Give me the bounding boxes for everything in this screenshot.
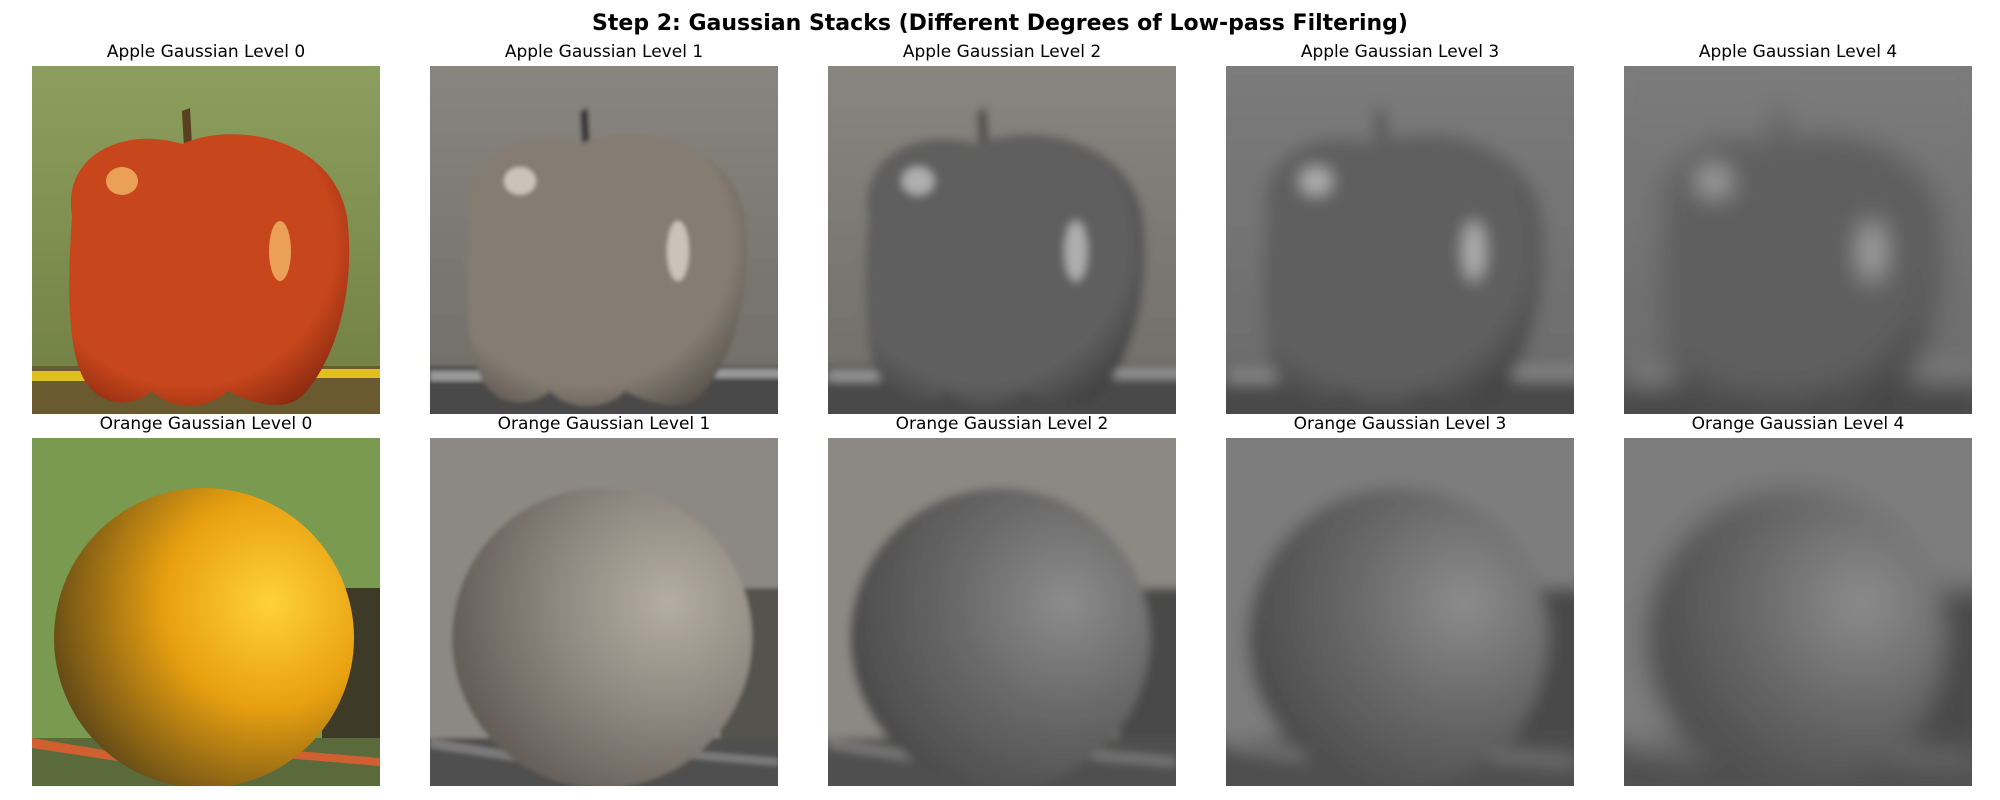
panel-orange-level-1: Orange Gaussian Level 1 — [430, 414, 778, 786]
panel-apple-level-4: Apple Gaussian Level 4 — [1624, 42, 1972, 414]
orange-photo-level-1 — [430, 438, 778, 786]
panel-title: Orange Gaussian Level 1 — [497, 414, 711, 434]
panel-title: Orange Gaussian Level 2 — [895, 414, 1109, 434]
apple-photo-level-0 — [32, 66, 380, 414]
panel-apple-level-0: Apple Gaussian Level 0 — [32, 42, 380, 414]
apple-photo-level-3 — [1226, 66, 1574, 414]
orange-photo-level-2 — [828, 438, 1176, 786]
figure-title: Step 2: Gaussian Stacks (Different Degre… — [592, 11, 1408, 36]
panel-title: Apple Gaussian Level 0 — [106, 42, 306, 62]
orange-image-level-3 — [1226, 438, 1574, 786]
panel-title: Apple Gaussian Level 4 — [1698, 42, 1898, 62]
apple-photo-level-1 — [430, 66, 778, 414]
panel-apple-level-3: Apple Gaussian Level 3 — [1226, 42, 1574, 414]
apple-photo-level-2 — [828, 66, 1176, 414]
apple-photo-level-4 — [1624, 66, 1972, 414]
apple-image-level-2 — [828, 66, 1176, 414]
panel-orange-level-2: Orange Gaussian Level 2 — [828, 414, 1176, 786]
panel-orange-level-4: Orange Gaussian Level 4 — [1624, 414, 1972, 786]
orange-image-level-4 — [1624, 438, 1972, 786]
orange-image-level-1 — [430, 438, 778, 786]
panel-apple-level-2: Apple Gaussian Level 2 — [828, 42, 1176, 414]
panel-title: Apple Gaussian Level 1 — [504, 42, 704, 62]
orange-image-level-2 — [828, 438, 1176, 786]
panel-orange-level-0: Orange Gaussian Level 0 — [32, 414, 380, 786]
orange-photo-level-4 — [1624, 438, 1972, 786]
apple-image-level-3 — [1226, 66, 1574, 414]
apple-image-level-1 — [430, 66, 778, 414]
panel-title: Orange Gaussian Level 0 — [99, 414, 313, 434]
orange-photo-level-3 — [1226, 438, 1574, 786]
apple-image-level-4 — [1624, 66, 1972, 414]
panel-orange-level-3: Orange Gaussian Level 3 — [1226, 414, 1574, 786]
panel-title: Apple Gaussian Level 3 — [1300, 42, 1500, 62]
panel-title: Orange Gaussian Level 4 — [1691, 414, 1905, 434]
panel-apple-level-1: Apple Gaussian Level 1 — [430, 42, 778, 414]
apple-image-level-0 — [32, 66, 380, 414]
panel-title: Orange Gaussian Level 3 — [1293, 414, 1507, 434]
orange-image-level-0 — [32, 438, 380, 786]
orange-photo-level-0 — [32, 438, 380, 786]
panel-title: Apple Gaussian Level 2 — [902, 42, 1102, 62]
